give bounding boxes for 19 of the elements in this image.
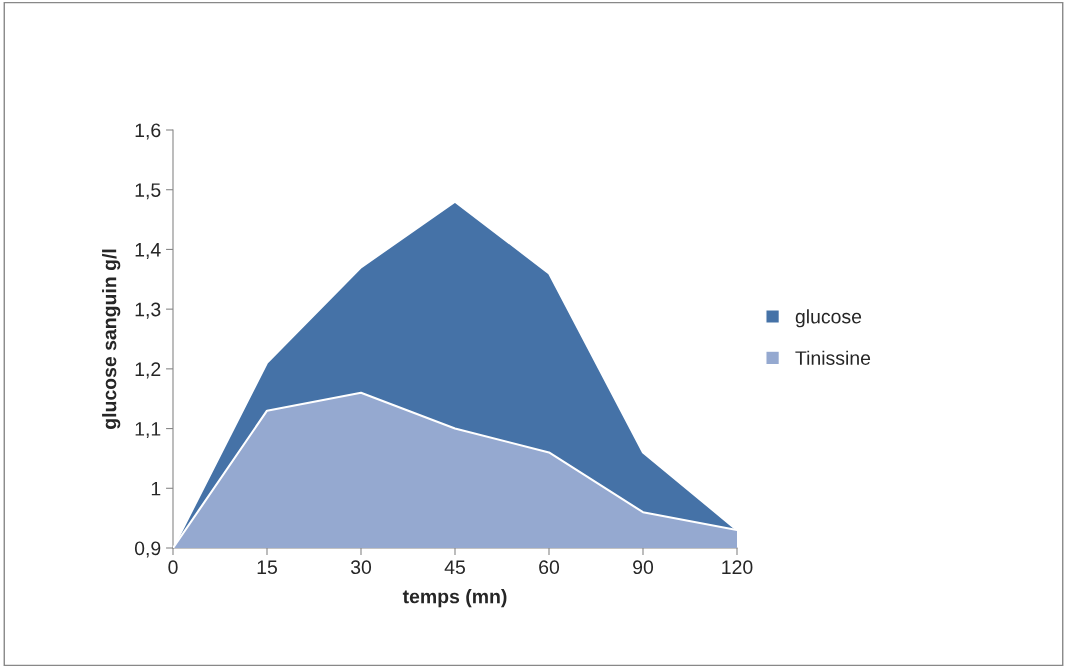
- x-tick-label: 60: [539, 560, 560, 575]
- x-tick-label: 0: [168, 560, 178, 575]
- y-tick-label: 1,1: [135, 422, 161, 439]
- y-tick-label: 0,9: [134, 541, 161, 558]
- y-tick-label: 1,4: [135, 243, 161, 259]
- legend-label: glucose: [795, 309, 862, 328]
- y-axis-title: glucose sanguin g/l: [102, 249, 121, 429]
- y-tick-label: 1: [151, 481, 161, 496]
- x-tick-label: 120: [722, 560, 753, 575]
- x-tick-label: 90: [633, 560, 654, 575]
- y-tick-label: 1,5: [135, 183, 161, 200]
- y-tick-label: 1,3: [135, 302, 161, 319]
- x-tick-label: 15: [257, 560, 277, 575]
- x-tick-label: 45: [444, 560, 465, 575]
- legend-label: Tinissine: [795, 350, 871, 365]
- x-tick-label: 30: [350, 560, 372, 575]
- y-tick-label: 1,6: [135, 123, 161, 140]
- y-tick-label: 1,2: [135, 362, 161, 379]
- x-axis-title: temps (mn): [402, 589, 507, 608]
